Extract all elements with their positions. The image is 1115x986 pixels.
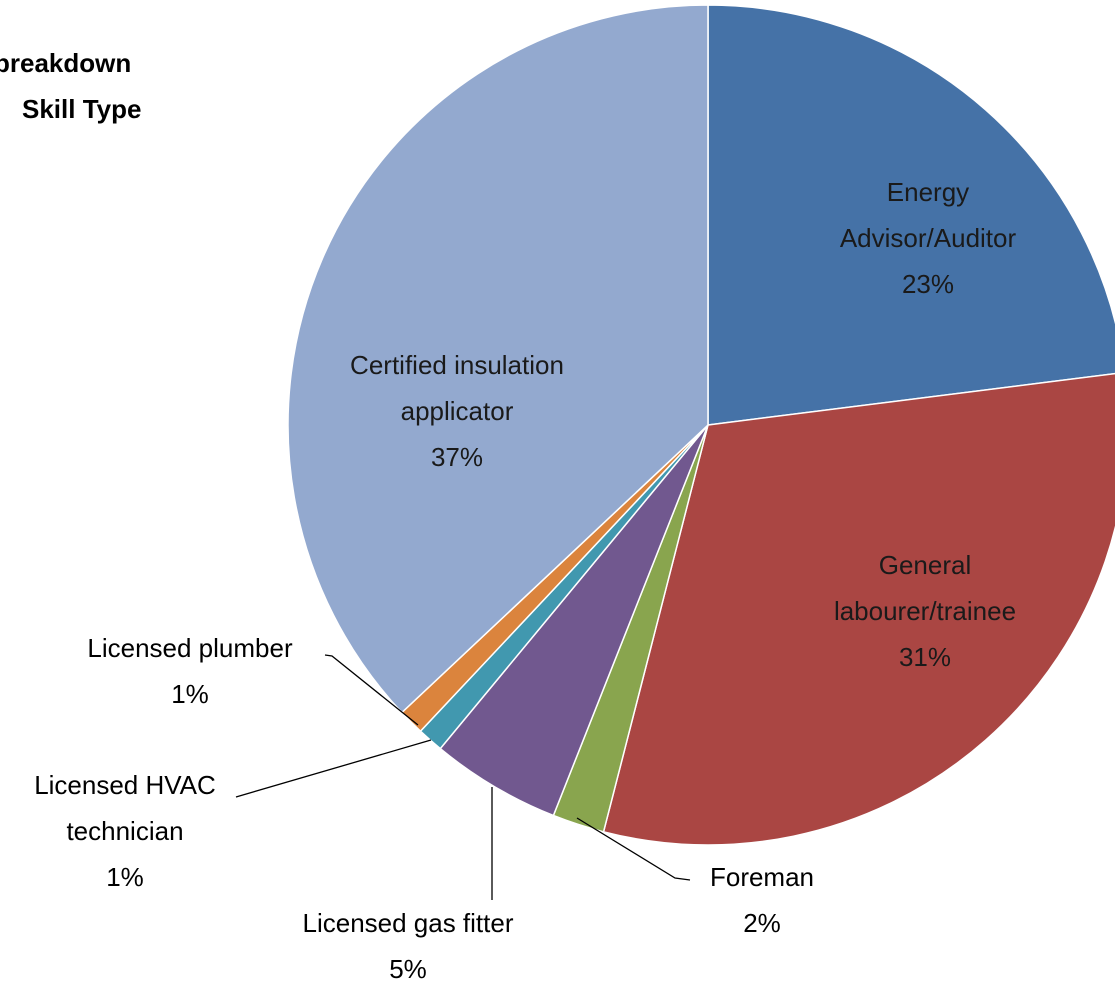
value-label: 1% <box>171 679 209 709</box>
slice-label: Licensed HVAC technician 1% <box>5 762 245 900</box>
value-label: 23% <box>901 269 955 299</box>
category-name: Licensed HVAC technician <box>34 770 216 846</box>
leader-line <box>576 817 691 881</box>
value-label: 1% <box>106 862 144 892</box>
pie-slice <box>287 4 709 714</box>
slice-label: Certified insulation applicator 37% <box>307 342 607 480</box>
value-label: 31% <box>898 642 952 672</box>
slice-label: Licensed gas fitter 5% <box>302 900 513 986</box>
category-name: General labourer/trainee <box>833 550 1017 626</box>
pie-slice <box>602 372 1115 846</box>
value-label: 5% <box>389 954 427 984</box>
slice-label: Foreman 2% <box>710 854 814 946</box>
slice-label: General labourer/trainee 31% <box>795 542 1055 680</box>
category-name: Licensed plumber <box>87 633 293 663</box>
value-label: 37% <box>430 442 484 472</box>
title-line: breakdown <box>0 48 132 78</box>
leader-line <box>235 739 432 798</box>
category-name: Energy Advisor/Auditor <box>839 177 1017 253</box>
chart-title: breakdown Skill Type <box>0 40 141 132</box>
leader-line <box>324 654 419 726</box>
category-name: Licensed gas fitter <box>302 908 514 938</box>
pie-slice <box>707 4 1115 426</box>
title-line: Skill Type <box>22 94 142 124</box>
category-name: Certified insulation applicator <box>350 350 564 426</box>
value-label: 2% <box>743 908 781 938</box>
slice-label: Licensed plumber 1% <box>87 625 292 717</box>
category-name: Foreman <box>709 862 815 892</box>
slice-label: Energy Advisor/Auditor 23% <box>798 169 1058 307</box>
